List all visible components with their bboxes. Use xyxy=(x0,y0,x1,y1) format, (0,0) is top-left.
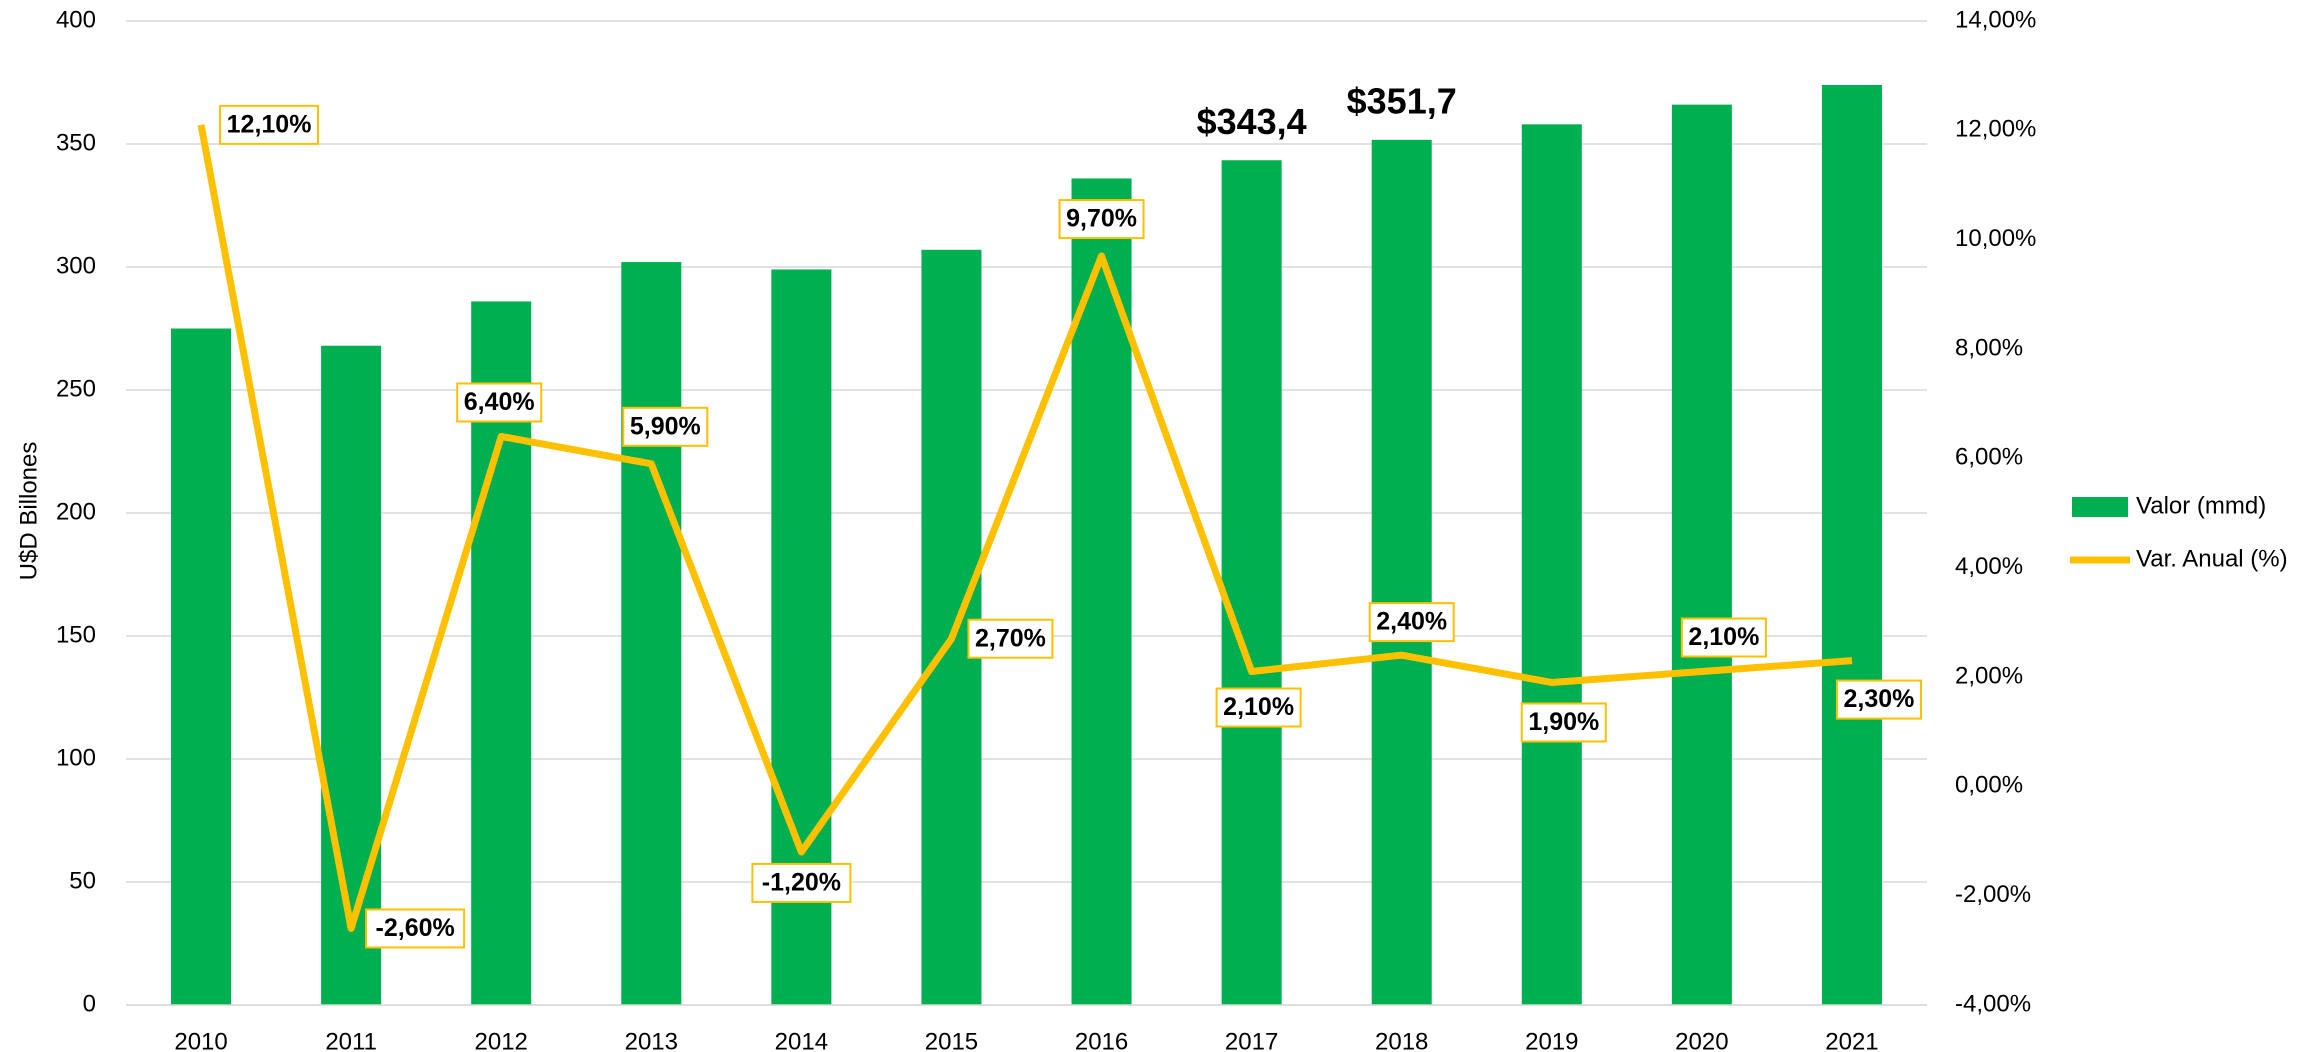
y2-tick-label: 6,00% xyxy=(1955,444,2023,471)
y2-tick-label: 8,00% xyxy=(1955,334,2023,361)
x-tick-label: 2013 xyxy=(625,1028,678,1052)
data-label: 2,10% xyxy=(1688,623,1759,651)
data-label-box xyxy=(365,908,466,949)
y-axis-title: U$D Billones xyxy=(15,442,42,581)
y-tick-label: 200 xyxy=(56,498,96,525)
x-tick-label: 2018 xyxy=(1375,1028,1428,1052)
y2-tick-label: 12,00% xyxy=(1955,116,2036,143)
y-tick-label: 150 xyxy=(56,621,96,648)
bar xyxy=(1371,139,1432,1005)
legend-swatch xyxy=(2072,497,2128,517)
data-label-box xyxy=(1680,617,1767,658)
data-label-box xyxy=(1368,602,1455,643)
data-label-box xyxy=(622,406,709,447)
data-label: $343,4 xyxy=(1197,101,1307,142)
data-label: $351,7 xyxy=(1347,80,1457,121)
data-label: 5,90% xyxy=(630,412,701,440)
y-tick-label: 100 xyxy=(56,744,96,771)
data-label: 2,70% xyxy=(975,624,1046,652)
y-tick-label: 400 xyxy=(56,6,96,33)
data-label: 2,30% xyxy=(1844,685,1915,713)
legend-label: Valor (mmd) xyxy=(2136,492,2266,519)
bar xyxy=(1821,84,1882,1005)
x-tick-label: 2014 xyxy=(775,1028,828,1052)
legend-label: Var. Anual (%) xyxy=(2136,545,2288,572)
x-tick-label: 2010 xyxy=(174,1028,227,1052)
y-tick-label: 350 xyxy=(56,129,96,156)
data-label: 2,40% xyxy=(1376,608,1447,636)
bar xyxy=(621,262,682,1006)
data-label-box xyxy=(967,618,1054,659)
data-label-box xyxy=(1520,702,1607,743)
x-tick-label: 2017 xyxy=(1225,1028,1278,1052)
bar xyxy=(1521,124,1582,1005)
bar xyxy=(1221,160,1282,1006)
y-tick-label: 50 xyxy=(69,867,96,894)
data-label: -1,20% xyxy=(762,869,841,897)
x-tick-label: 2012 xyxy=(475,1028,528,1052)
data-label: 12,10% xyxy=(227,110,312,138)
data-label: 2,10% xyxy=(1223,693,1294,721)
x-tick-label: 2019 xyxy=(1525,1028,1578,1052)
y-tick-label: 300 xyxy=(56,252,96,279)
x-tick-label: 2016 xyxy=(1075,1028,1128,1052)
data-label-box xyxy=(751,862,852,903)
bar xyxy=(1671,104,1732,1005)
y2-tick-label: -4,00% xyxy=(1955,990,2031,1017)
x-tick-label: 2011 xyxy=(325,1028,377,1052)
data-label-box xyxy=(1215,687,1302,728)
y-tick-label: 0 xyxy=(83,990,96,1017)
y2-tick-label: 4,00% xyxy=(1955,553,2023,580)
data-label-box xyxy=(1835,679,1922,720)
bar xyxy=(171,328,232,1005)
x-tick-label: 2021 xyxy=(1825,1028,1878,1052)
data-label: -2,60% xyxy=(376,914,455,942)
data-label-box xyxy=(219,104,320,145)
y2-tick-label: 10,00% xyxy=(1955,225,2036,252)
y-tick-label: 250 xyxy=(56,375,96,402)
x-tick-label: 2020 xyxy=(1675,1028,1728,1052)
data-label: 1,90% xyxy=(1528,708,1599,736)
y2-tick-label: 14,00% xyxy=(1955,6,2036,33)
line xyxy=(197,124,1853,932)
y2-tick-label: -2,00% xyxy=(1955,881,2031,908)
bar xyxy=(321,345,382,1006)
data-label-box xyxy=(456,382,543,423)
data-label-box xyxy=(1058,199,1145,240)
data-label: 9,70% xyxy=(1066,205,1137,233)
y2-tick-label: 0,00% xyxy=(1955,772,2023,799)
data-label: 6,40% xyxy=(464,388,535,416)
x-tick-label: 2015 xyxy=(925,1028,978,1052)
y2-tick-label: 2,00% xyxy=(1955,662,2023,689)
